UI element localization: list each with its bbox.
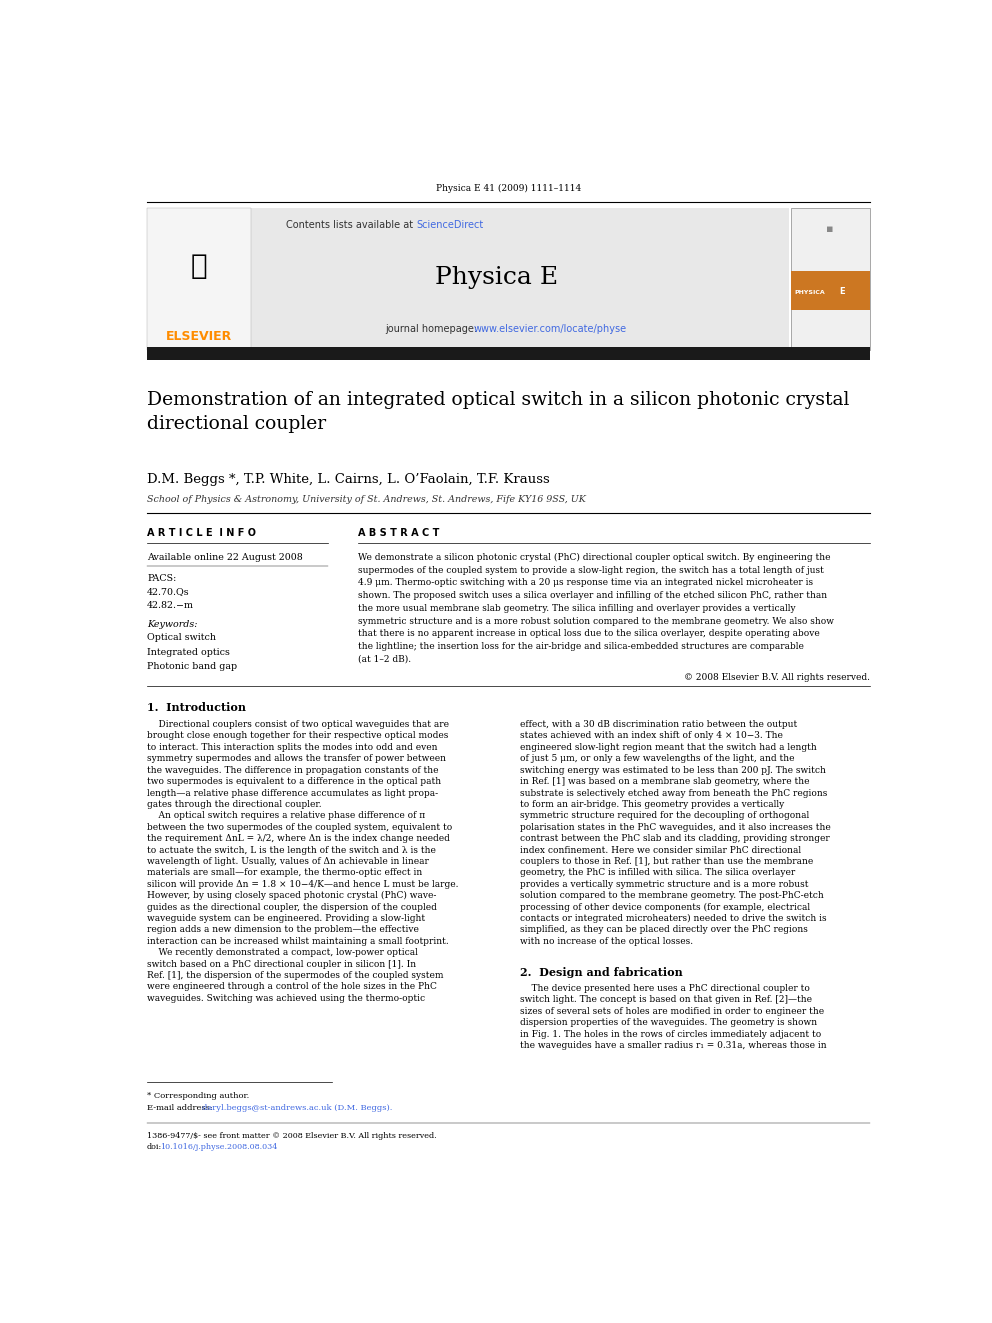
Text: to interact. This interaction splits the modes into odd and even: to interact. This interaction splits the… <box>147 744 437 751</box>
Text: An optical switch requires a relative phase difference of π: An optical switch requires a relative ph… <box>147 811 426 820</box>
Text: solution compared to the membrane geometry. The post-PhC-etch: solution compared to the membrane geomet… <box>520 892 823 900</box>
Text: in Fig. 1. The holes in the rows of circles immediately adjacent to: in Fig. 1. The holes in the rows of circ… <box>520 1029 821 1039</box>
Text: with no increase of the optical losses.: with no increase of the optical losses. <box>520 937 693 946</box>
Text: 🌲: 🌲 <box>190 251 207 279</box>
Text: engineered slow-light region meant that the switch had a length: engineered slow-light region meant that … <box>520 744 816 751</box>
Text: Available online 22 August 2008: Available online 22 August 2008 <box>147 553 303 562</box>
Text: The device presented here uses a PhC directional coupler to: The device presented here uses a PhC dir… <box>520 984 809 994</box>
Text: 1386-9477/$- see front matter © 2008 Elsevier B.V. All rights reserved.: 1386-9477/$- see front matter © 2008 Els… <box>147 1131 436 1139</box>
Text: daryl.beggs@st-andrews.ac.uk (D.M. Beggs).: daryl.beggs@st-andrews.ac.uk (D.M. Beggs… <box>202 1105 393 1113</box>
Text: couplers to those in Ref. [1], but rather than use the membrane: couplers to those in Ref. [1], but rathe… <box>520 857 813 867</box>
Text: * Corresponding author.: * Corresponding author. <box>147 1091 249 1099</box>
Text: PHYSICA: PHYSICA <box>795 290 825 295</box>
Text: interaction can be increased whilst maintaining a small footprint.: interaction can be increased whilst main… <box>147 937 448 946</box>
Text: shown. The proposed switch uses a silica overlayer and infilling of the etched s: shown. The proposed switch uses a silica… <box>358 591 827 601</box>
Text: effect, with a 30 dB discrimination ratio between the output: effect, with a 30 dB discrimination rati… <box>520 720 798 729</box>
Text: symmetry supermodes and allows the transfer of power between: symmetry supermodes and allows the trans… <box>147 754 446 763</box>
Text: E-mail address:: E-mail address: <box>147 1105 215 1113</box>
Text: However, by using closely spaced photonic crystal (PhC) wave-: However, by using closely spaced photoni… <box>147 892 436 901</box>
Text: that there is no apparent increase in optical loss due to the silica overlayer, : that there is no apparent increase in op… <box>358 630 820 639</box>
FancyBboxPatch shape <box>792 208 870 351</box>
Text: the waveguides. The difference in propagation constants of the: the waveguides. The difference in propag… <box>147 766 438 775</box>
Text: 4.9 μm. Thermo-optic switching with a 20 μs response time via an integrated nick: 4.9 μm. Thermo-optic switching with a 20… <box>358 578 813 587</box>
Text: geometry, the PhC is infilled with silica. The silica overlayer: geometry, the PhC is infilled with silic… <box>520 868 796 877</box>
Text: provides a vertically symmetric structure and is a more robust: provides a vertically symmetric structur… <box>520 880 808 889</box>
Text: ▪: ▪ <box>826 224 833 234</box>
Text: symmetric structure and is a more robust solution compared to the membrane geome: symmetric structure and is a more robust… <box>358 617 834 626</box>
Text: the waveguides have a smaller radius r₁ = 0.31a, whereas those in: the waveguides have a smaller radius r₁ … <box>520 1041 826 1050</box>
Text: the lightline; the insertion loss for the air-bridge and silica-embedded structu: the lightline; the insertion loss for th… <box>358 642 805 651</box>
Text: We demonstrate a silicon photonic crystal (PhC) directional coupler optical swit: We demonstrate a silicon photonic crysta… <box>358 553 831 562</box>
Text: supermodes of the coupled system to provide a slow-light region, the switch has : supermodes of the coupled system to prov… <box>358 566 824 574</box>
Text: © 2008 Elsevier B.V. All rights reserved.: © 2008 Elsevier B.V. All rights reserved… <box>683 673 870 683</box>
Text: Contents lists available at: Contents lists available at <box>286 220 417 230</box>
Text: Physica E 41 (2009) 1111–1114: Physica E 41 (2009) 1111–1114 <box>435 184 581 193</box>
Text: between the two supermodes of the coupled system, equivalent to: between the two supermodes of the couple… <box>147 823 452 832</box>
Text: PACS:: PACS: <box>147 574 177 583</box>
Text: 2.  Design and fabrication: 2. Design and fabrication <box>520 967 682 978</box>
Text: (at 1–2 dB).: (at 1–2 dB). <box>358 655 412 664</box>
Text: states achieved with an index shift of only 4 × 10−3. The: states achieved with an index shift of o… <box>520 732 783 741</box>
FancyBboxPatch shape <box>147 347 870 360</box>
Text: A R T I C L E  I N F O: A R T I C L E I N F O <box>147 528 256 537</box>
Text: Demonstration of an integrated optical switch in a silicon photonic crystal
dire: Demonstration of an integrated optical s… <box>147 392 849 433</box>
Text: ELSEVIER: ELSEVIER <box>166 329 232 343</box>
Text: guides as the directional coupler, the dispersion of the coupled: guides as the directional coupler, the d… <box>147 902 436 912</box>
Text: of just 5 μm, or only a few wavelengths of the light, and the: of just 5 μm, or only a few wavelengths … <box>520 754 795 763</box>
Text: D.M. Beggs *, T.P. White, L. Cairns, L. O’Faolain, T.F. Krauss: D.M. Beggs *, T.P. White, L. Cairns, L. … <box>147 472 550 486</box>
FancyBboxPatch shape <box>147 208 789 351</box>
Text: in Ref. [1] was based on a membrane slab geometry, where the: in Ref. [1] was based on a membrane slab… <box>520 777 809 786</box>
Text: sizes of several sets of holes are modified in order to engineer the: sizes of several sets of holes are modif… <box>520 1007 824 1016</box>
Text: A B S T R A C T: A B S T R A C T <box>358 528 439 537</box>
Text: the more usual membrane slab geometry. The silica infilling and overlayer provid: the more usual membrane slab geometry. T… <box>358 603 797 613</box>
Text: waveguides. Switching was achieved using the thermo-optic: waveguides. Switching was achieved using… <box>147 994 426 1003</box>
Text: Photonic band gap: Photonic band gap <box>147 662 237 671</box>
Text: switching energy was estimated to be less than 200 pJ. The switch: switching energy was estimated to be les… <box>520 766 825 775</box>
Text: silicon will provide Δn = 1.8 × 10−4/K—and hence L must be large.: silicon will provide Δn = 1.8 × 10−4/K—a… <box>147 880 458 889</box>
Text: Physica E: Physica E <box>435 266 558 288</box>
Text: brought close enough together for their respective optical modes: brought close enough together for their … <box>147 732 448 741</box>
Text: length—a relative phase difference accumulates as light propa-: length—a relative phase difference accum… <box>147 789 438 798</box>
Text: simplified, as they can be placed directly over the PhC regions: simplified, as they can be placed direct… <box>520 926 807 934</box>
Text: ScienceDirect: ScienceDirect <box>417 220 483 230</box>
Text: School of Physics & Astronomy, University of St. Andrews, St. Andrews, Fife KY16: School of Physics & Astronomy, Universit… <box>147 495 586 504</box>
Text: 10.1016/j.physe.2008.08.034: 10.1016/j.physe.2008.08.034 <box>160 1143 278 1151</box>
Text: materials are small—for example, the thermo-optic effect in: materials are small—for example, the the… <box>147 868 423 877</box>
Text: Keywords:: Keywords: <box>147 620 197 630</box>
Text: contrast between the PhC slab and its cladding, providing stronger: contrast between the PhC slab and its cl… <box>520 835 829 843</box>
Text: switch light. The concept is based on that given in Ref. [2]—the: switch light. The concept is based on th… <box>520 995 811 1004</box>
Text: index confinement. Here we consider similar PhC directional: index confinement. Here we consider simi… <box>520 845 802 855</box>
FancyBboxPatch shape <box>147 208 251 351</box>
Text: www.elsevier.com/locate/physe: www.elsevier.com/locate/physe <box>474 324 627 333</box>
Text: contacts or integrated microheaters) needed to drive the switch is: contacts or integrated microheaters) nee… <box>520 914 826 923</box>
Text: Integrated optics: Integrated optics <box>147 648 230 656</box>
Text: Directional couplers consist of two optical waveguides that are: Directional couplers consist of two opti… <box>147 720 449 729</box>
FancyBboxPatch shape <box>792 271 870 310</box>
Text: processing of other device components (for example, electrical: processing of other device components (f… <box>520 902 810 912</box>
Text: polarisation states in the PhC waveguides, and it also increases the: polarisation states in the PhC waveguide… <box>520 823 830 832</box>
Text: Optical switch: Optical switch <box>147 634 216 643</box>
Text: 42.82.−m: 42.82.−m <box>147 601 194 610</box>
Text: to form an air-bridge. This geometry provides a vertically: to form an air-bridge. This geometry pro… <box>520 800 785 808</box>
Text: 42.70.Qs: 42.70.Qs <box>147 586 189 595</box>
Text: doi:: doi: <box>147 1143 163 1151</box>
Text: Ref. [1], the dispersion of the supermodes of the coupled system: Ref. [1], the dispersion of the supermod… <box>147 971 443 980</box>
Text: wavelength of light. Usually, values of Δn achievable in linear: wavelength of light. Usually, values of … <box>147 857 429 867</box>
Text: the requirement ΔnL = λ/2, where Δn is the index change needed: the requirement ΔnL = λ/2, where Δn is t… <box>147 835 450 843</box>
Text: region adds a new dimension to the problem—the effective: region adds a new dimension to the probl… <box>147 926 419 934</box>
Text: journal homepage:: journal homepage: <box>386 324 481 333</box>
Text: gates through the directional coupler.: gates through the directional coupler. <box>147 800 321 808</box>
Text: two supermodes is equivalent to a difference in the optical path: two supermodes is equivalent to a differ… <box>147 777 441 786</box>
Text: We recently demonstrated a compact, low-power optical: We recently demonstrated a compact, low-… <box>147 949 418 958</box>
Text: symmetric structure required for the decoupling of orthogonal: symmetric structure required for the dec… <box>520 811 809 820</box>
Text: to actuate the switch, L is the length of the switch and λ is the: to actuate the switch, L is the length o… <box>147 845 435 855</box>
Text: 1.  Introduction: 1. Introduction <box>147 701 246 713</box>
Text: E: E <box>839 287 844 296</box>
Text: substrate is selectively etched away from beneath the PhC regions: substrate is selectively etched away fro… <box>520 789 827 798</box>
Text: switch based on a PhC directional coupler in silicon [1]. In: switch based on a PhC directional couple… <box>147 959 417 968</box>
Text: were engineered through a control of the hole sizes in the PhC: were engineered through a control of the… <box>147 983 436 991</box>
Text: waveguide system can be engineered. Providing a slow-light: waveguide system can be engineered. Prov… <box>147 914 426 923</box>
Text: dispersion properties of the waveguides. The geometry is shown: dispersion properties of the waveguides.… <box>520 1019 817 1027</box>
